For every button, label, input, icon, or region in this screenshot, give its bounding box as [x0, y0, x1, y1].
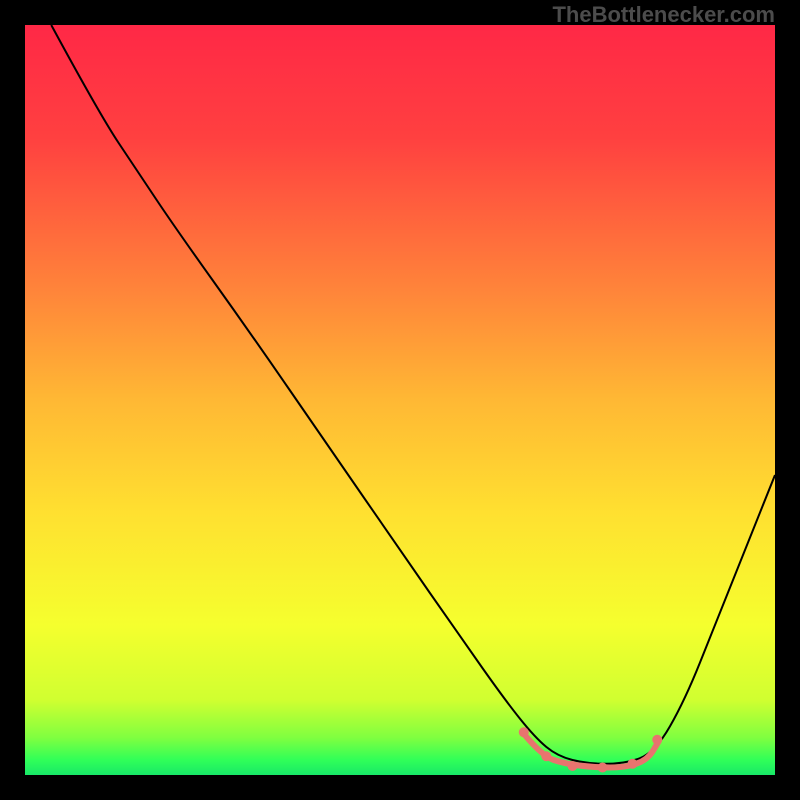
chart-area: [25, 25, 775, 775]
accent-dot: [519, 727, 529, 737]
chart-lines-overlay: [25, 25, 775, 775]
accent-dot: [652, 735, 662, 745]
accent-dot: [628, 759, 638, 769]
main-curve-line: [51, 25, 775, 764]
accent-dot: [541, 751, 551, 761]
accent-dot: [598, 763, 608, 773]
accent-dot: [568, 761, 578, 771]
